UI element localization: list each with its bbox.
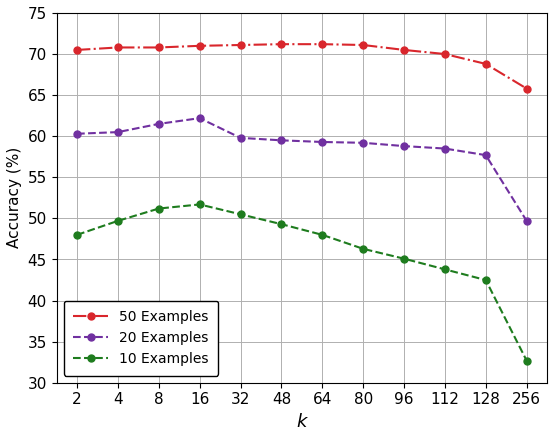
50 Examples: [401, 47, 407, 53]
10 Examples: [74, 232, 80, 237]
50 Examples: [524, 86, 530, 91]
20 Examples: [237, 135, 244, 141]
50 Examples: [74, 47, 80, 53]
20 Examples: [115, 130, 121, 135]
10 Examples: [278, 222, 285, 227]
Y-axis label: Accuracy (%): Accuracy (%): [7, 147, 22, 248]
Line: 10 Examples: 10 Examples: [74, 201, 530, 364]
20 Examples: [196, 116, 203, 121]
20 Examples: [74, 131, 80, 136]
Line: 50 Examples: 50 Examples: [74, 41, 530, 92]
50 Examples: [278, 42, 285, 47]
20 Examples: [524, 218, 530, 223]
10 Examples: [401, 256, 407, 261]
50 Examples: [196, 43, 203, 49]
20 Examples: [156, 121, 162, 127]
50 Examples: [360, 42, 366, 48]
Legend: 50 Examples, 20 Examples, 10 Examples: 50 Examples, 20 Examples, 10 Examples: [64, 300, 218, 376]
10 Examples: [196, 202, 203, 207]
10 Examples: [319, 232, 326, 237]
20 Examples: [401, 144, 407, 149]
20 Examples: [278, 138, 285, 143]
10 Examples: [237, 212, 244, 217]
10 Examples: [442, 267, 448, 272]
10 Examples: [360, 246, 366, 251]
10 Examples: [524, 358, 530, 363]
10 Examples: [156, 206, 162, 211]
50 Examples: [237, 42, 244, 48]
50 Examples: [156, 45, 162, 50]
50 Examples: [319, 42, 326, 47]
20 Examples: [483, 152, 489, 158]
20 Examples: [319, 139, 326, 145]
20 Examples: [442, 146, 448, 151]
X-axis label: k: k: [296, 413, 307, 431]
10 Examples: [483, 277, 489, 283]
10 Examples: [115, 218, 121, 223]
Line: 20 Examples: 20 Examples: [74, 115, 530, 224]
20 Examples: [360, 140, 366, 145]
50 Examples: [442, 51, 448, 57]
50 Examples: [483, 61, 489, 67]
50 Examples: [115, 45, 121, 50]
